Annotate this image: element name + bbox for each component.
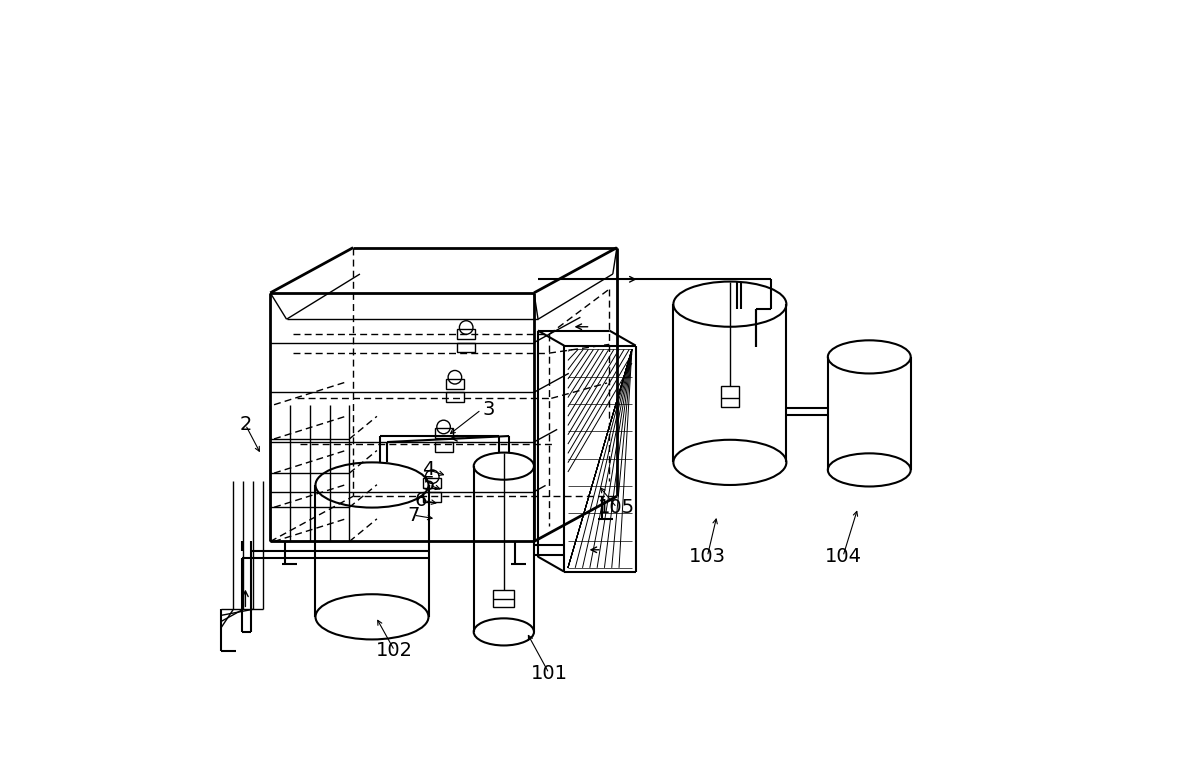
Text: 105: 105 [599, 498, 635, 517]
Text: 7: 7 [407, 505, 419, 524]
Text: 2: 2 [240, 415, 252, 434]
Bar [423, 478, 442, 488]
Text: 6: 6 [415, 490, 428, 509]
Bar [457, 342, 475, 352]
Bar [423, 492, 442, 502]
Text: 103: 103 [689, 547, 726, 566]
Bar [720, 386, 739, 407]
Text: 104: 104 [824, 547, 861, 566]
Bar [435, 442, 452, 452]
Text: 4: 4 [423, 461, 435, 480]
Text: 101: 101 [530, 664, 568, 683]
Text: 5: 5 [423, 475, 435, 494]
Bar [435, 429, 452, 438]
Text: 3: 3 [483, 400, 495, 419]
Bar [446, 379, 464, 389]
Bar [446, 392, 464, 402]
Bar [457, 329, 475, 339]
Bar [494, 591, 515, 607]
Text: 102: 102 [376, 641, 413, 660]
